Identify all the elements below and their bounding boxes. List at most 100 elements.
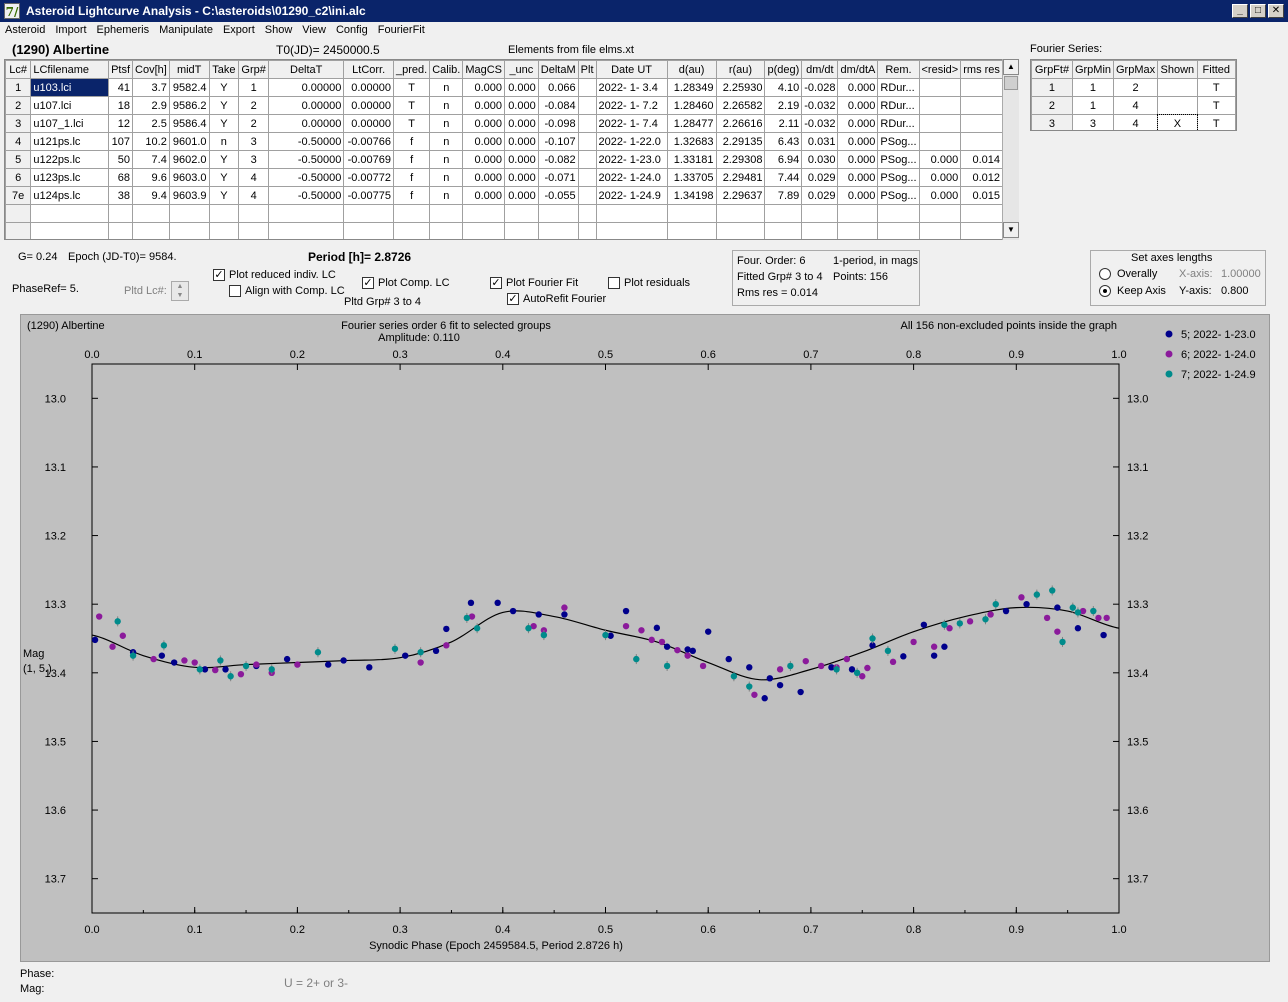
table-cell[interactable]: 5 (5, 150, 32, 169)
table-cell[interactable]: 0.00000 (268, 114, 345, 133)
table-cell[interactable]: -0.032 (801, 114, 839, 133)
empty-cell[interactable] (132, 222, 170, 239)
empty-cell[interactable] (343, 222, 394, 239)
table-cell[interactable]: 2022- 1- 3.4 (595, 78, 668, 97)
table-cell[interactable]: 0.029 (801, 186, 839, 205)
table-cell[interactable]: 1.34198 (666, 186, 717, 205)
empty-cell[interactable] (960, 204, 1003, 223)
empty-cell[interactable] (238, 222, 270, 239)
fourier-col-header[interactable]: GrpMin (1071, 60, 1115, 79)
lc-col-header[interactable]: dm/dtA (837, 60, 879, 79)
table-cell[interactable]: 2022- 1- 7.4 (595, 114, 668, 133)
lightcurve-chart[interactable]: 0.0 0.0 0.1 0.1 0.2 0.2 0.3 0.3 0.4 0.4 0.5 0.5 0.6 0… (21, 315, 1269, 961)
table-cell[interactable]: 0.030 (801, 150, 839, 169)
table-cell[interactable]: 1.28460 (666, 96, 717, 115)
lc-col-header[interactable]: Rem. (877, 60, 920, 79)
empty-cell[interactable] (392, 222, 431, 239)
table-cell[interactable]: 0.000 (837, 150, 879, 169)
table-cell[interactable]: 0.000 (837, 186, 879, 205)
lc-col-header[interactable]: Cov[h] (132, 60, 170, 79)
table-cell[interactable]: -0.00775 (343, 186, 394, 205)
table-cell[interactable] (577, 114, 597, 133)
table-cell[interactable]: 2.29135 (715, 132, 766, 151)
table-cell[interactable]: -0.50000 (268, 150, 345, 169)
table-cell[interactable]: 0.000 (504, 186, 539, 205)
table-cell[interactable]: 3 (5, 114, 32, 133)
table-cell[interactable]: f (392, 186, 431, 205)
empty-cell[interactable] (764, 222, 803, 239)
table-cell[interactable]: 0.014 (960, 150, 1003, 169)
table-cell[interactable]: 0.00000 (343, 96, 394, 115)
table-cell[interactable]: f (392, 168, 431, 187)
table-cell[interactable]: 0.000 (504, 78, 539, 97)
table-cell[interactable] (960, 132, 1003, 151)
empty-cell[interactable] (108, 222, 134, 239)
empty-cell[interactable] (168, 222, 210, 239)
empty-cell[interactable] (268, 204, 345, 223)
table-cell[interactable]: 2.11 (764, 114, 803, 133)
table-cell[interactable]: -0.00766 (343, 132, 394, 151)
table-cell[interactable]: Y (208, 150, 240, 169)
fourier-col-header[interactable]: Fitted (1196, 60, 1236, 79)
table-cell[interactable]: 1.33705 (666, 168, 717, 187)
empty-cell[interactable] (537, 204, 579, 223)
table-cell[interactable] (577, 78, 597, 97)
table-cell[interactable]: 2.26582 (715, 96, 766, 115)
table-cell[interactable]: PSog... (877, 132, 920, 151)
empty-cell[interactable] (877, 204, 920, 223)
empty-cell[interactable] (595, 204, 668, 223)
cb-plot-reduced[interactable]: ✓ Plot reduced indiv. LC (213, 269, 336, 282)
table-cell[interactable]: n (429, 168, 464, 187)
table-cell[interactable]: 3 (238, 132, 270, 151)
table-cell[interactable]: 2.19 (764, 96, 803, 115)
table-cell[interactable]: -0.098 (537, 114, 579, 133)
table-cell[interactable]: 0.000 (504, 150, 539, 169)
table-cell[interactable]: T (392, 96, 431, 115)
lc-table-scrollbar[interactable]: ▲ ▼ (1002, 59, 1019, 240)
title-bar[interactable]: 7/ Asteroid Lightcurve Analysis - C:\ast… (0, 0, 1288, 22)
empty-cell[interactable] (801, 204, 839, 223)
lc-col-header[interactable]: Date UT (595, 60, 668, 79)
table-cell[interactable]: 2.9 (132, 96, 170, 115)
table-cell[interactable]: 2.26616 (715, 114, 766, 133)
menu-config[interactable]: Config (335, 24, 368, 36)
table-cell[interactable]: 1 (1071, 78, 1115, 97)
table-cell[interactable]: 0.015 (960, 186, 1003, 205)
table-cell[interactable]: T (1196, 114, 1236, 130)
table-cell[interactable]: 3.7 (132, 78, 170, 97)
table-cell[interactable]: 6 (5, 168, 32, 187)
empty-cell[interactable] (30, 222, 110, 239)
table-cell[interactable]: 0.000 (837, 78, 879, 97)
empty-cell[interactable] (918, 222, 962, 239)
table-cell[interactable]: RDur... (877, 96, 920, 115)
table-cell[interactable]: 1 (238, 78, 270, 97)
table-cell[interactable]: n (429, 78, 464, 97)
table-cell[interactable]: 7e (5, 186, 32, 205)
table-cell[interactable]: 0.000 (504, 96, 539, 115)
table-cell[interactable]: PSog... (877, 186, 920, 205)
lc-col-header[interactable]: d(au) (666, 60, 717, 79)
empty-cell[interactable] (577, 222, 597, 239)
empty-cell[interactable] (429, 222, 464, 239)
lc-col-header[interactable]: _unc (504, 60, 539, 79)
table-cell[interactable]: 0.000 (504, 114, 539, 133)
table-cell[interactable]: n (429, 96, 464, 115)
empty-cell[interactable] (238, 204, 270, 223)
table-cell[interactable]: -0.028 (801, 78, 839, 97)
scroll-down-arrow-icon[interactable]: ▼ (1003, 222, 1019, 238)
table-cell[interactable]: 10.2 (132, 132, 170, 151)
table-cell[interactable]: -0.50000 (268, 168, 345, 187)
table-cell[interactable]: T (1196, 96, 1236, 115)
lc-col-header[interactable]: r(au) (715, 60, 766, 79)
table-cell[interactable]: 0.000 (462, 114, 506, 133)
table-cell[interactable]: 4 (238, 186, 270, 205)
table-cell[interactable]: PSog... (877, 150, 920, 169)
table-cell[interactable]: 0.000 (504, 168, 539, 187)
table-cell[interactable]: 9603.0 (168, 168, 210, 187)
table-cell[interactable]: 4 (238, 168, 270, 187)
table-cell[interactable] (918, 78, 962, 97)
table-cell[interactable]: 9586.4 (168, 114, 210, 133)
table-cell[interactable]: -0.00772 (343, 168, 394, 187)
